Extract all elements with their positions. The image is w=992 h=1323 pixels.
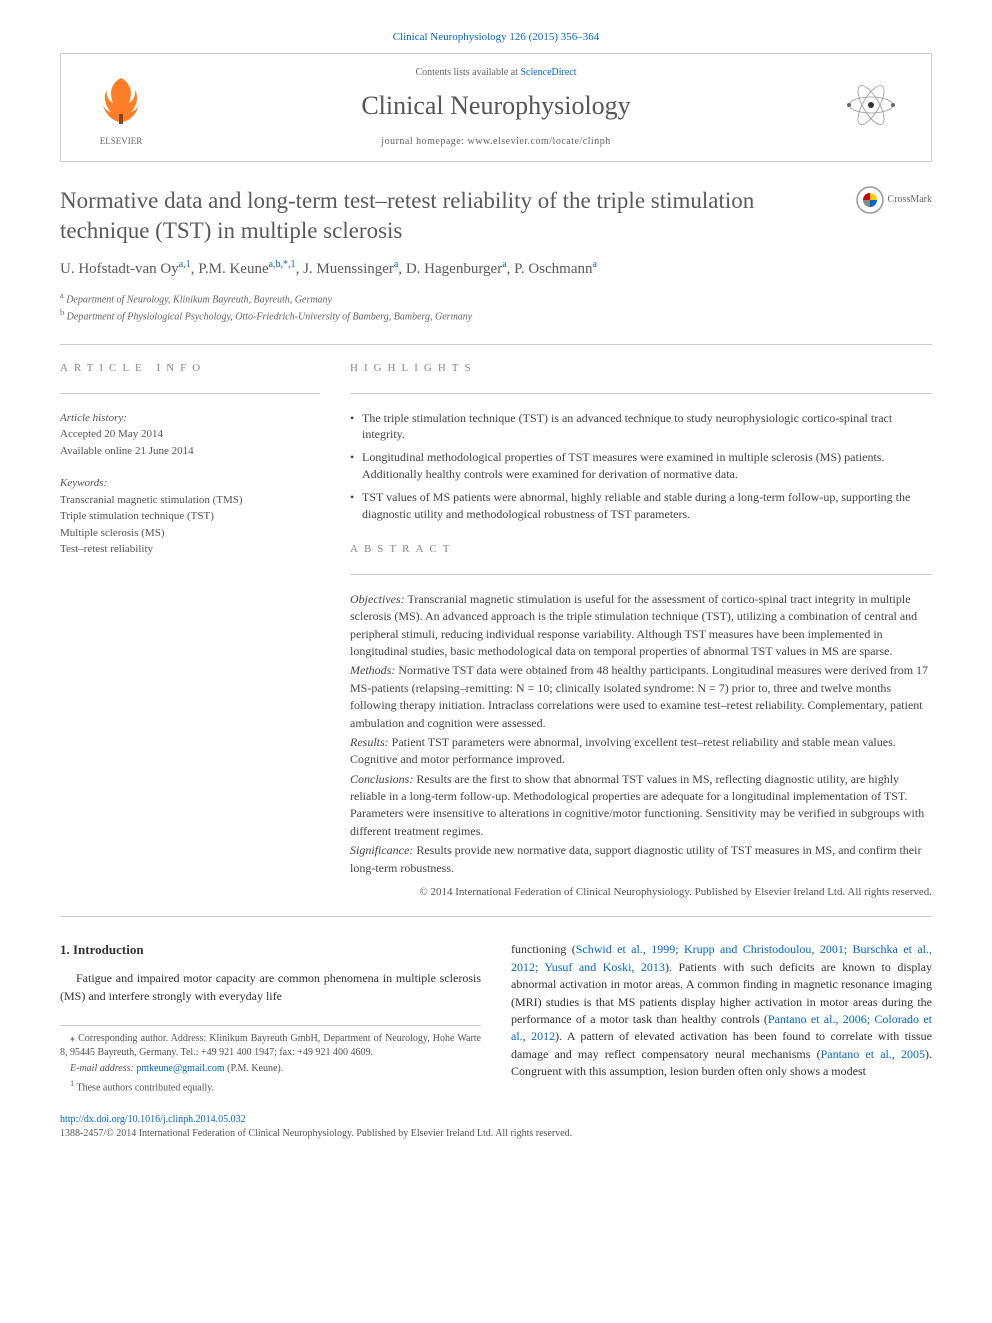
methods-label: Methods: [350,663,395,677]
divider [60,344,932,345]
online-date: Available online 21 June 2014 [60,445,194,457]
corresponding-author: ⁎ Corresponding author. Address: Kliniku… [60,1032,481,1060]
keyword: Transcranial magnetic stimulation (TMS) [60,494,243,506]
divider [60,393,320,394]
crossmark-icon [856,186,884,214]
abstract-body: Objectives: Transcranial magnetic stimul… [350,591,932,901]
highlight-item: Longitudinal methodological properties o… [350,449,932,483]
methods-text: Normative TST data were obtained from 48… [350,663,928,729]
info-abstract-row: ARTICLE INFO Article history: Accepted 2… [60,361,932,900]
homepage-prefix: journal homepage: [381,136,467,147]
body-col-left: 1. Introduction Fatigue and impaired mot… [60,941,481,1097]
keyword: Test–retest reliability [60,543,153,555]
divider [350,574,932,575]
divider [60,916,932,917]
crossmark-badge[interactable]: CrossMark [856,186,932,214]
intro-p1: Fatigue and impaired motor capacity are … [60,971,481,1002]
body-columns: 1. Introduction Fatigue and impaired mot… [60,941,932,1097]
publisher-logo-block: ELSEVIER [81,68,161,148]
header-citation: Clinical Neurophysiology 126 (2015) 356–… [60,30,932,45]
highlight-item: The triple stimulation technique (TST) i… [350,410,932,444]
author-5-sup[interactable]: a [593,259,597,270]
accepted-date: Accepted 20 May 2014 [60,428,163,440]
article-info-col: ARTICLE INFO Article history: Accepted 2… [60,361,320,900]
divider [350,393,932,394]
keyword: Multiple sclerosis (MS) [60,527,165,539]
email-link[interactable]: pmkeune@gmail.com [136,1063,224,1074]
citation-link[interactable]: Pantano et al., 2005 [821,1047,925,1061]
author-3-sup[interactable]: a [394,259,398,270]
history-label: Article history: [60,412,127,424]
author-1-sup[interactable]: a,1 [179,259,191,270]
author-4[interactable]: D. Hagenburger [406,261,502,277]
significance-label: Significance: [350,843,413,857]
keywords-label: Keywords: [60,477,107,489]
intro-heading: 1. Introduction [60,941,481,960]
email-label: E-mail address: [70,1063,134,1074]
results-text: Patient TST parameters were abnormal, in… [350,735,896,766]
author-1[interactable]: U. Hofstadt-van Oy [60,261,179,277]
contents-line: Contents lists available at ScienceDirec… [161,66,831,80]
journal-homepage: journal homepage: www.elsevier.com/locat… [161,135,831,149]
keywords-block: Keywords: Transcranial magnetic stimulat… [60,475,320,558]
journal-cover-icon [841,75,901,135]
author-2[interactable]: P.M. Keune [198,261,268,277]
significance-text: Results provide new normative data, supp… [350,843,921,874]
affiliations: a Department of Neurology, Klinikum Bayr… [60,290,932,325]
elsevier-label: ELSEVIER [81,135,161,148]
results-label: Results: [350,735,389,749]
doi-link[interactable]: http://dx.doi.org/10.1016/j.clinph.2014.… [60,1114,246,1125]
objectives-label: Objectives: [350,592,405,606]
abstract-label: ABSTRACT [350,542,932,557]
article-history: Article history: Accepted 20 May 2014 Av… [60,410,320,460]
author-5[interactable]: P. Oschmann [514,261,592,277]
keyword: Triple stimulation technique (TST) [60,510,214,522]
author-4-sup[interactable]: a [502,259,506,270]
equal-sup: 1 [70,1079,74,1088]
abstract-copyright: © 2014 International Federation of Clini… [350,885,932,900]
author-3[interactable]: J. Muenssinger [303,261,394,277]
article-title: Normative data and long-term test–retest… [60,186,856,246]
equal-contrib: These authors contributed equally. [77,1082,215,1093]
issn-copyright: 1388-2457/© 2014 International Federatio… [60,1128,572,1139]
author-2-sup[interactable]: a,b,*,1 [269,259,296,270]
highlights-abstract-col: HIGHLIGHTS The triple stimulation techni… [350,361,932,900]
objectives-text: Transcranial magnetic stimulation is use… [350,592,917,658]
col2-pre: functioning ( [511,942,576,956]
highlights-label: HIGHLIGHTS [350,361,932,376]
contents-prefix: Contents lists available at [415,67,520,78]
affiliation-a: Department of Neurology, Klinikum Bayreu… [66,294,332,305]
conclusions-text: Results are the first to show that abnor… [350,772,924,838]
email-suffix: (P.M. Keune). [227,1063,283,1074]
affiliation-b: Department of Physiological Psychology, … [67,311,473,322]
journal-cover-block [831,75,911,140]
elsevier-tree-icon [91,68,151,128]
footnotes: ⁎ Corresponding author. Address: Kliniku… [60,1025,481,1095]
page-footer: http://dx.doi.org/10.1016/j.clinph.2014.… [60,1113,932,1141]
highlight-item: TST values of MS patients were abnormal,… [350,489,932,523]
highlights-list: The triple stimulation technique (TST) i… [350,410,932,523]
header-center: Contents lists available at ScienceDirec… [161,66,831,148]
sciencedirect-link[interactable]: ScienceDirect [520,67,576,78]
homepage-url[interactable]: www.elsevier.com/locate/clinph [468,136,611,147]
crossmark-label: CrossMark [888,193,932,207]
header-box: ELSEVIER Contents lists available at Sci… [60,53,932,161]
body-col-right: functioning (Schwid et al., 1999; Krupp … [511,941,932,1097]
article-info-label: ARTICLE INFO [60,361,320,376]
authors-line: U. Hofstadt-van Oya,1, P.M. Keunea,b,*,1… [60,258,932,280]
journal-name: Clinical Neurophysiology [161,88,831,124]
title-row: Normative data and long-term test–retest… [60,186,932,246]
conclusions-label: Conclusions: [350,772,413,786]
